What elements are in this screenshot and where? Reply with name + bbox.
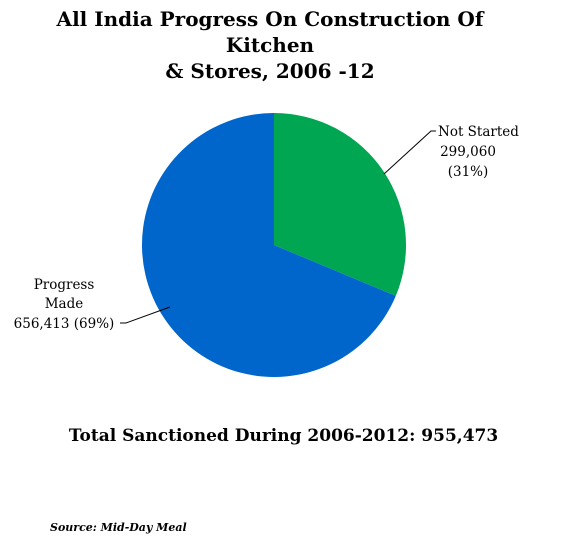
pie-slice-not-started <box>274 113 406 296</box>
leader-line-progress-made <box>120 306 171 324</box>
slice-labels: Not Started 299,060 (31%) Progress Made … <box>14 124 520 332</box>
label-progress-made-name-2: Made <box>45 296 84 312</box>
label-progress-made-value: 656,413 (69%) <box>14 316 115 332</box>
label-not-started-percent: (31%) <box>448 164 489 180</box>
label-progress-made-name-1: Progress <box>34 277 95 293</box>
source-text: Source: Mid-Day Meal <box>50 521 187 534</box>
chart-title-line-2: & Stores, 2006 -12 <box>165 59 375 83</box>
label-not-started-name: Not Started <box>438 124 519 140</box>
leader-line-not-started <box>383 130 436 175</box>
leader-lines <box>120 130 436 324</box>
label-not-started-value: 299,060 <box>440 144 496 160</box>
pie-slice-progress-made <box>141 113 396 377</box>
total-sanctioned-text: Total Sanctioned During 2006-2012: 955,4… <box>68 426 499 446</box>
chart-title: All India Progress On Construction Of Ki… <box>10 6 530 84</box>
chart-title-line-1: All India Progress On Construction Of Ki… <box>56 7 484 57</box>
pie-slices <box>141 113 406 377</box>
